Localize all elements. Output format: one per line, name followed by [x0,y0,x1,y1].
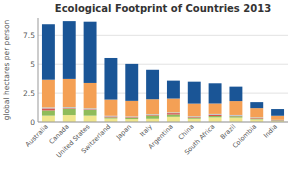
grid-line [38,122,288,123]
bar-segment [146,116,159,119]
x-tick-label: India [262,123,279,140]
bar-segment [63,79,76,107]
bar-segment [229,116,242,117]
bar-segment [209,117,222,122]
x-tick-label: Japan [114,123,133,142]
bar-segment [229,115,242,117]
bar-segment [104,58,117,100]
y-tick-label: 5 [30,60,35,69]
bar-segment [125,64,138,101]
bar-segment [84,109,97,111]
bar-segment [167,114,180,116]
bar-segment [125,118,138,119]
bar-segment [125,117,138,119]
y-axis-line [38,18,39,122]
x-tick-label: China [177,123,196,142]
bar-segment [104,116,117,118]
x-tick-label: Switzerland [80,123,112,155]
x-tick-label: Italy [138,123,154,139]
bar-segment [167,81,180,99]
bar-segment [63,108,76,110]
chart: 02.557.5AustraliaCanadaUnited StatesSwit… [0,0,294,172]
bar-segment [42,108,55,110]
bar-segment [42,80,55,108]
bar-segment [209,104,222,114]
bar-segment [188,117,201,119]
bar-segment [229,87,242,101]
bar-segment [104,119,117,122]
bar-segment [229,118,242,122]
bar-segment [271,120,284,121]
bar-segment [229,101,242,115]
bar-segment [167,113,180,114]
bar-segment [271,116,284,120]
bar-segment [84,83,97,108]
bar-segment [250,102,263,108]
bar-segment [84,110,97,116]
y-tick-label: 7.5 [23,31,35,40]
bar-segment [84,116,97,122]
x-axis-line [38,122,288,123]
bar-segment [146,114,159,116]
bar-segment [42,24,55,79]
bar-segment [125,101,138,117]
bars [42,21,284,122]
bar-segment [42,110,55,115]
x-tick-label: South Africa [183,123,217,157]
y-tick-label: 0 [30,118,35,127]
bar-segment [84,22,97,83]
bar-segment [188,82,201,104]
bar-segment [250,117,263,119]
bar-segment [104,100,117,116]
bar-segment [146,70,159,99]
bar-segment [63,109,76,115]
bar-segment [63,21,76,79]
bar-segment [250,118,263,120]
x-tick-label: Brazil [219,123,238,142]
bar-segment [188,104,201,117]
bar-segment [146,99,159,114]
bar-segment [42,116,55,122]
bar-segment [209,115,222,116]
bar-segment [167,117,180,122]
title: Ecological Footprint of Countries 2013 [55,3,271,14]
bar-segment [209,116,222,117]
y-axis-label: global hectares per person [2,19,11,120]
bar-segment [209,83,222,103]
bar-segment [167,99,180,113]
x-tick-label: Colombia [231,123,258,150]
bar-segment [63,115,76,122]
bar-segment [250,108,263,117]
bar-segment [104,117,117,118]
x-tick-label: Argentina [147,123,175,151]
y-tick-label: 2.5 [23,89,35,98]
bar-segment [188,118,201,119]
bar-segment [271,120,284,122]
x-tick-label: Australia [24,123,50,149]
bar-segment [271,109,284,116]
